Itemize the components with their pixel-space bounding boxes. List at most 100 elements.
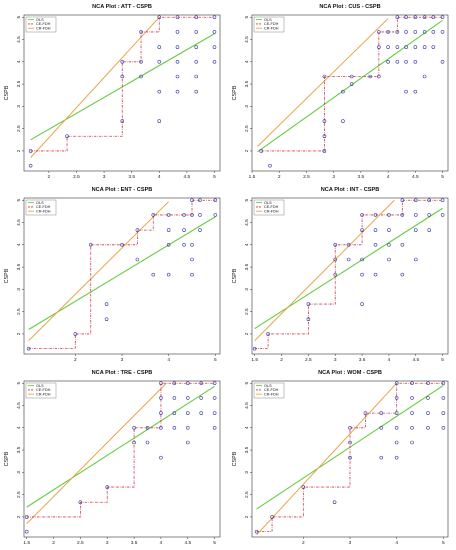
data-point bbox=[349, 82, 354, 86]
data-point bbox=[363, 411, 368, 415]
y-axis-label: CSPB bbox=[4, 268, 10, 283]
data-point bbox=[440, 59, 445, 64]
legend-label: CE-FDH bbox=[36, 388, 51, 392]
data-point bbox=[139, 59, 143, 64]
x-tick-label: 2 bbox=[74, 357, 77, 363]
chart-panel: NCA Plot : ATT - CSPB CSPB 2 2.5 3 3.5 4 4.5 5 2 2… bbox=[0, 0, 228, 183]
y-tick-label: 4 bbox=[16, 60, 22, 63]
data-point bbox=[159, 381, 163, 386]
data-point bbox=[400, 272, 405, 277]
data-point bbox=[212, 381, 217, 386]
x-tick-label: 1.5 bbox=[23, 540, 30, 546]
data-point bbox=[373, 228, 378, 232]
data-point bbox=[426, 425, 430, 430]
data-point bbox=[386, 45, 390, 49]
x-tick-label: 2 bbox=[52, 540, 55, 546]
data-point bbox=[441, 381, 446, 386]
data-point bbox=[360, 257, 364, 262]
x-tick-label: 5 bbox=[442, 540, 445, 546]
legend-label: CR-FDH bbox=[264, 26, 279, 30]
x-tick-label: 2.5 bbox=[305, 357, 312, 363]
y-tick-label: 3.5 bbox=[244, 263, 250, 270]
data-point bbox=[431, 30, 436, 34]
x-tick-label: 4.5 bbox=[184, 174, 191, 180]
y-tick-label: 2 bbox=[16, 515, 22, 518]
chart-title: NCA Plot : ENT - CSPB bbox=[92, 187, 153, 193]
data-point bbox=[120, 119, 125, 123]
cr-fdh-line bbox=[256, 382, 398, 536]
data-point bbox=[194, 15, 199, 20]
ce-fdh-step-line bbox=[254, 199, 443, 350]
data-point bbox=[212, 45, 217, 49]
data-point bbox=[198, 198, 202, 203]
x-tick-label: 2 bbox=[280, 357, 283, 363]
data-point bbox=[377, 74, 381, 79]
data-point bbox=[426, 381, 430, 386]
data-point bbox=[213, 213, 218, 217]
x-tick-label: 5 bbox=[441, 357, 444, 363]
data-point bbox=[410, 425, 414, 430]
data-point bbox=[185, 381, 190, 386]
data-point bbox=[400, 242, 405, 247]
data-point bbox=[379, 411, 384, 415]
chart-svg: NCA Plot : WOM - CSPB CSPB 2 3 4 5 2 2.5 3 3.5 4 4.… bbox=[232, 370, 449, 546]
data-point bbox=[135, 228, 140, 232]
y-tick-label: 4.5 bbox=[16, 36, 22, 43]
data-point bbox=[422, 74, 427, 79]
data-point bbox=[190, 242, 194, 247]
data-point bbox=[166, 213, 171, 217]
data-point bbox=[341, 119, 345, 123]
legend-label: CR-FDH bbox=[264, 392, 279, 396]
data-point bbox=[394, 440, 399, 445]
y-tick-label: 3.5 bbox=[16, 446, 22, 453]
data-point bbox=[172, 425, 177, 430]
data-point bbox=[175, 59, 180, 64]
data-point bbox=[427, 198, 432, 203]
y-axis-label: CSPB bbox=[4, 451, 10, 466]
data-point bbox=[394, 425, 399, 430]
data-point bbox=[28, 149, 33, 153]
data-point bbox=[212, 30, 217, 34]
y-tick-label: 5 bbox=[16, 199, 22, 202]
data-point bbox=[404, 89, 408, 94]
data-point bbox=[440, 30, 445, 34]
data-point bbox=[268, 163, 272, 168]
y-tick-label: 4 bbox=[244, 426, 250, 429]
y-tick-label: 5 bbox=[244, 199, 250, 202]
y-tick-label: 2 bbox=[244, 149, 250, 152]
y-tick-label: 3.5 bbox=[244, 446, 250, 453]
data-point bbox=[427, 228, 432, 232]
plot-frame bbox=[23, 380, 221, 538]
y-axis-label: CSPB bbox=[4, 85, 10, 100]
data-point bbox=[395, 15, 400, 20]
data-point bbox=[199, 411, 204, 415]
chart-panel: NCA Plot : TRE - CSPB CSPB 1.5 2 2.5 3 3.5 4 4.5… bbox=[0, 366, 228, 549]
x-tick-label: 5 bbox=[441, 174, 444, 180]
data-point bbox=[400, 213, 405, 217]
y-tick-label: 4 bbox=[244, 60, 250, 63]
data-point bbox=[132, 440, 136, 445]
data-point bbox=[24, 529, 29, 534]
legend-label: OLS bbox=[36, 18, 44, 22]
x-tick-label: 4 bbox=[387, 174, 390, 180]
cr-fdh-line bbox=[30, 16, 160, 158]
chart-panel: NCA Plot : CUS - CSPB CSPB 1.5 2 2.5 3 3.5 4 4.5… bbox=[228, 0, 456, 183]
x-tick-label: 4 bbox=[160, 540, 163, 546]
data-point bbox=[26, 346, 31, 351]
y-tick-label: 2.5 bbox=[16, 491, 22, 498]
data-point bbox=[159, 411, 163, 415]
y-tick-label: 2.5 bbox=[244, 125, 250, 132]
chart-title: NCA Plot : ATT - CSPB bbox=[92, 4, 152, 10]
data-point bbox=[194, 30, 199, 34]
data-point bbox=[185, 425, 190, 430]
data-point bbox=[132, 425, 136, 430]
x-tick-label: 4.5 bbox=[412, 357, 419, 363]
chart-svg: NCA Plot : ATT - CSPB CSPB 2 2.5 3 3.5 4 4.5 5 2 2… bbox=[4, 4, 221, 180]
data-point bbox=[166, 228, 171, 232]
y-tick-label: 2 bbox=[16, 332, 22, 335]
data-point bbox=[73, 332, 78, 336]
y-tick-label: 3 bbox=[16, 288, 22, 291]
data-point bbox=[413, 213, 418, 217]
data-point bbox=[413, 257, 418, 262]
x-tick-label: 2 bbox=[278, 174, 281, 180]
